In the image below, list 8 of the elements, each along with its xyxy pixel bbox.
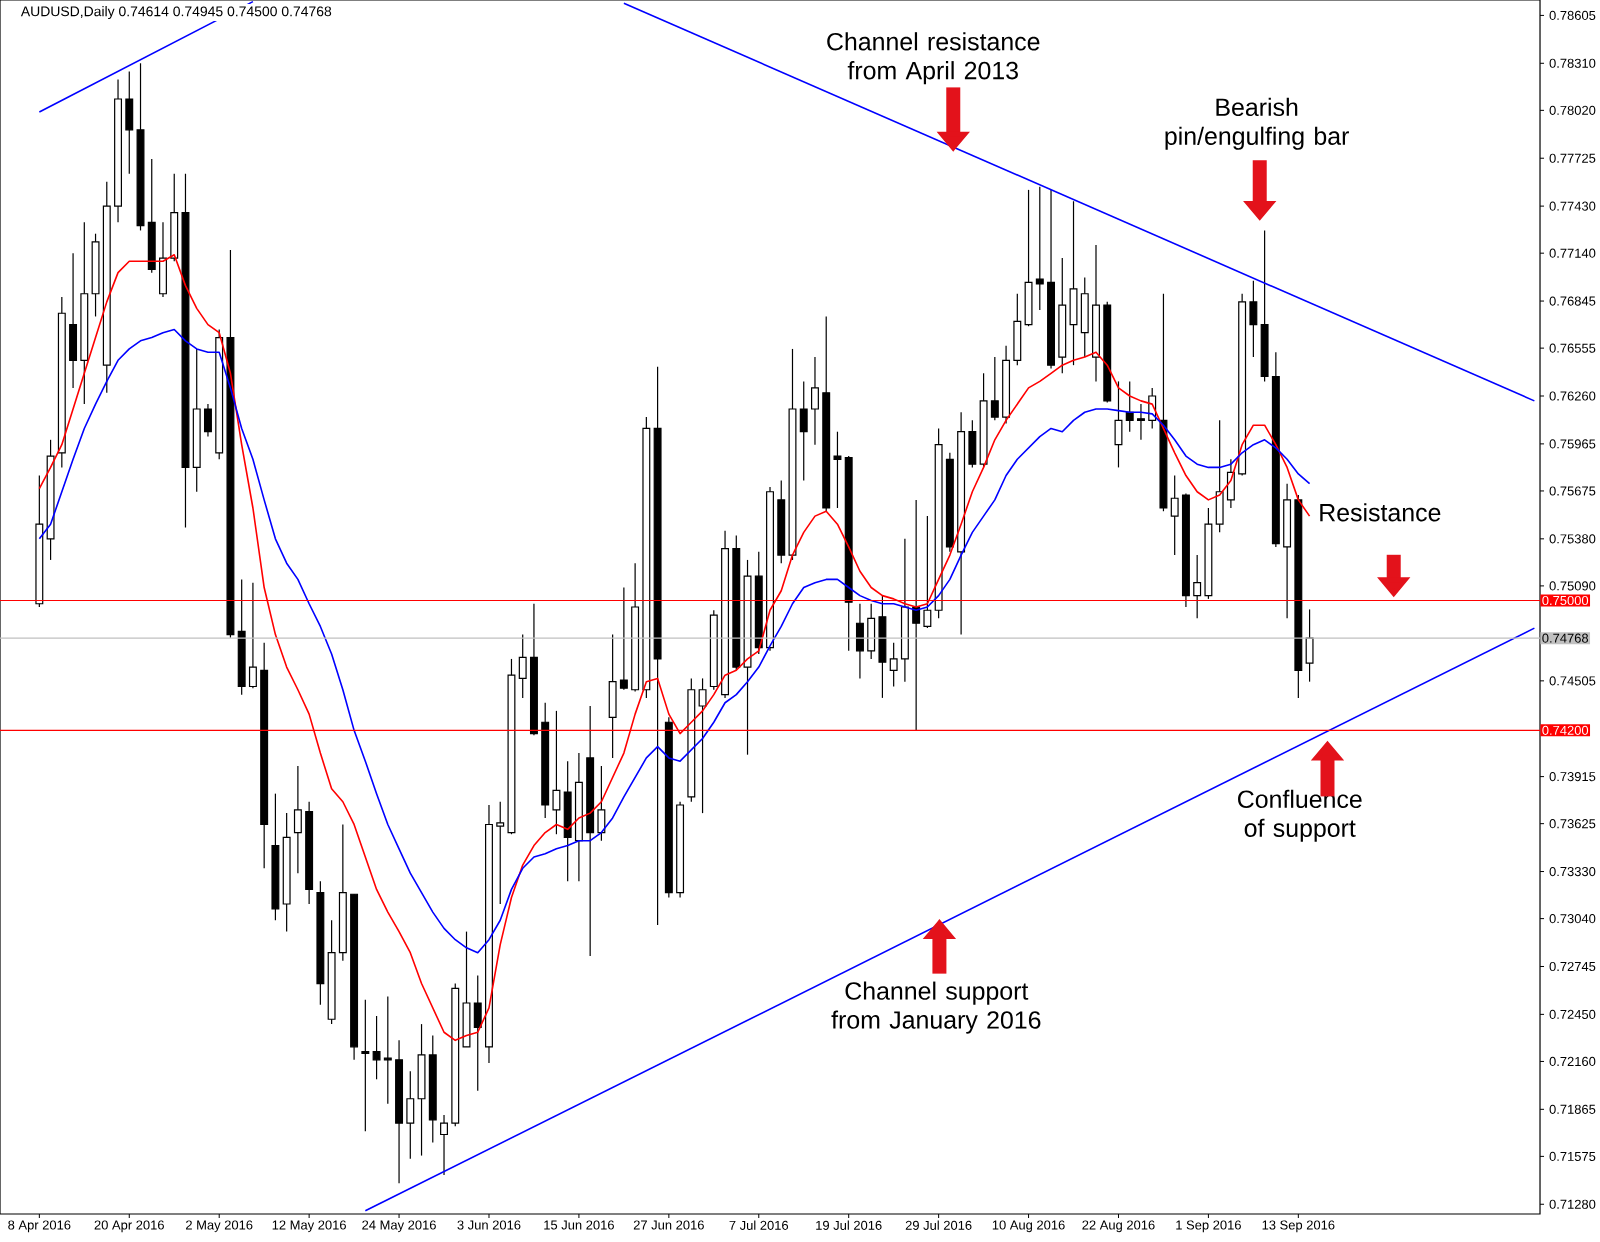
- annotation: Channel resistance from April 2013: [827, 32, 1040, 85]
- annotation: Channel support from January 2016: [831, 981, 1041, 1034]
- candlestick: [361, 999, 370, 1132]
- annotation: Bearish pin/engulfing bar: [1165, 97, 1349, 150]
- annotation: Confluence of support: [1238, 789, 1362, 842]
- candlestick: [1305, 608, 1314, 683]
- candlestick: [698, 677, 707, 814]
- annotation: Resistance: [1320, 503, 1441, 522]
